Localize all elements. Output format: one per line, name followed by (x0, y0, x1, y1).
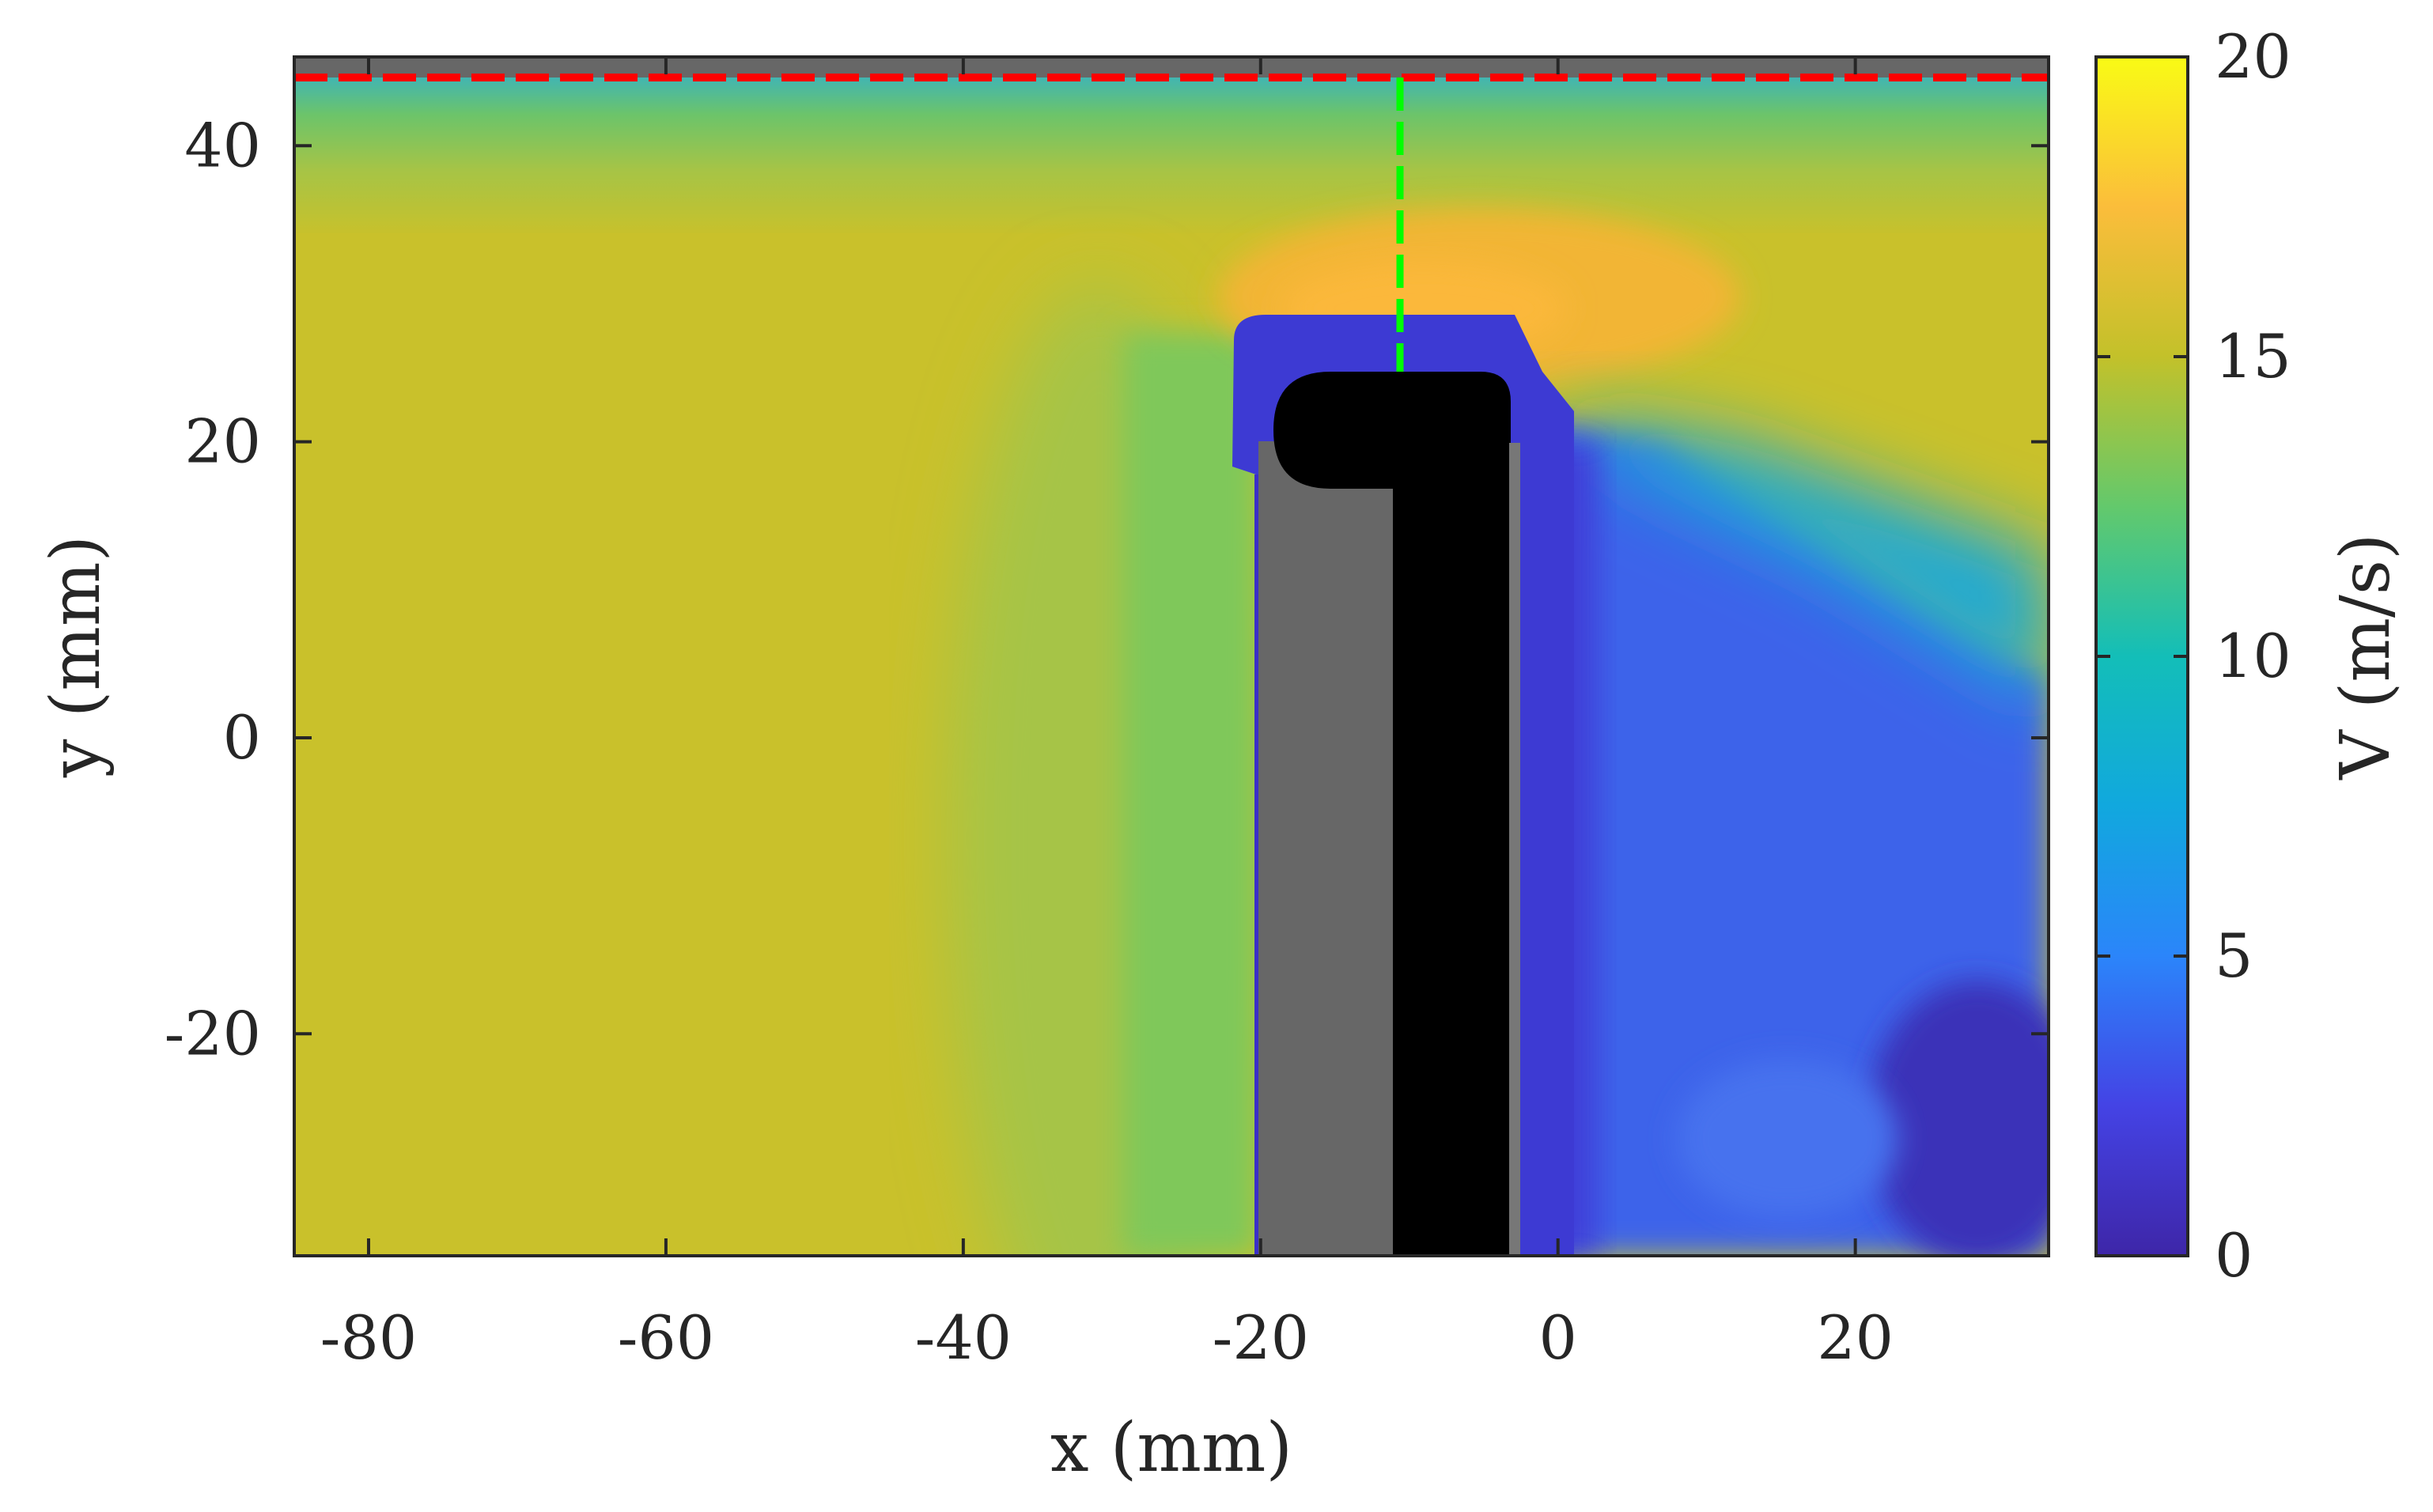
top-boundary-layer (294, 75, 2049, 233)
colorbar-tick-label: 10 (2215, 621, 2291, 691)
x-tick-label: 0 (1539, 1302, 1577, 1373)
plot-area (294, 57, 2049, 1256)
x-tick-label: -40 (915, 1302, 1012, 1373)
colorbar-tick-label: 0 (2215, 1220, 2253, 1291)
colorbar-gradient (2096, 57, 2188, 1256)
y-tick-label: 40 (184, 110, 261, 180)
colorbar: 0 5 10 15 20 V (m/s) (2094, 21, 2405, 1291)
colorbar-label: V (m/s) (2326, 533, 2405, 780)
body-shape (1273, 372, 1511, 1256)
x-axis-label: x (mm) (1050, 1408, 1292, 1487)
y-axis: -20 0 20 40 (165, 110, 2049, 1068)
body-shadow (1258, 441, 1393, 1256)
reference-lines (294, 74, 2049, 372)
colorbar-tick-label: 15 (2215, 321, 2291, 391)
body-grey-edge (1509, 443, 1520, 1256)
left-shear-green (1123, 332, 1258, 1256)
y-axis-label: y (mm) (36, 535, 115, 778)
x-tick-label: -60 (618, 1302, 714, 1373)
wake-transition (1550, 411, 2049, 712)
wake-lower-dark (1867, 981, 2049, 1256)
x-tick-label: 20 (1817, 1302, 1894, 1373)
x-tick-label: -80 (320, 1302, 417, 1373)
x-tick-label: -20 (1213, 1302, 1309, 1373)
body-model (1258, 372, 1520, 1256)
wake-lower-light (1677, 1060, 1898, 1218)
plot-frame (293, 55, 2050, 1257)
y-tick-label: 0 (223, 702, 261, 773)
colorbar-tick-label: 20 (2215, 21, 2291, 92)
colorbar-ticks: 0 5 10 15 20 (2096, 21, 2291, 1291)
x-axis: -80 -60 -40 -20 0 20 (320, 57, 1894, 1373)
colorbar-tick-label: 5 (2215, 920, 2253, 991)
y-tick-label: 20 (184, 406, 261, 477)
y-tick-label: -20 (165, 998, 261, 1068)
